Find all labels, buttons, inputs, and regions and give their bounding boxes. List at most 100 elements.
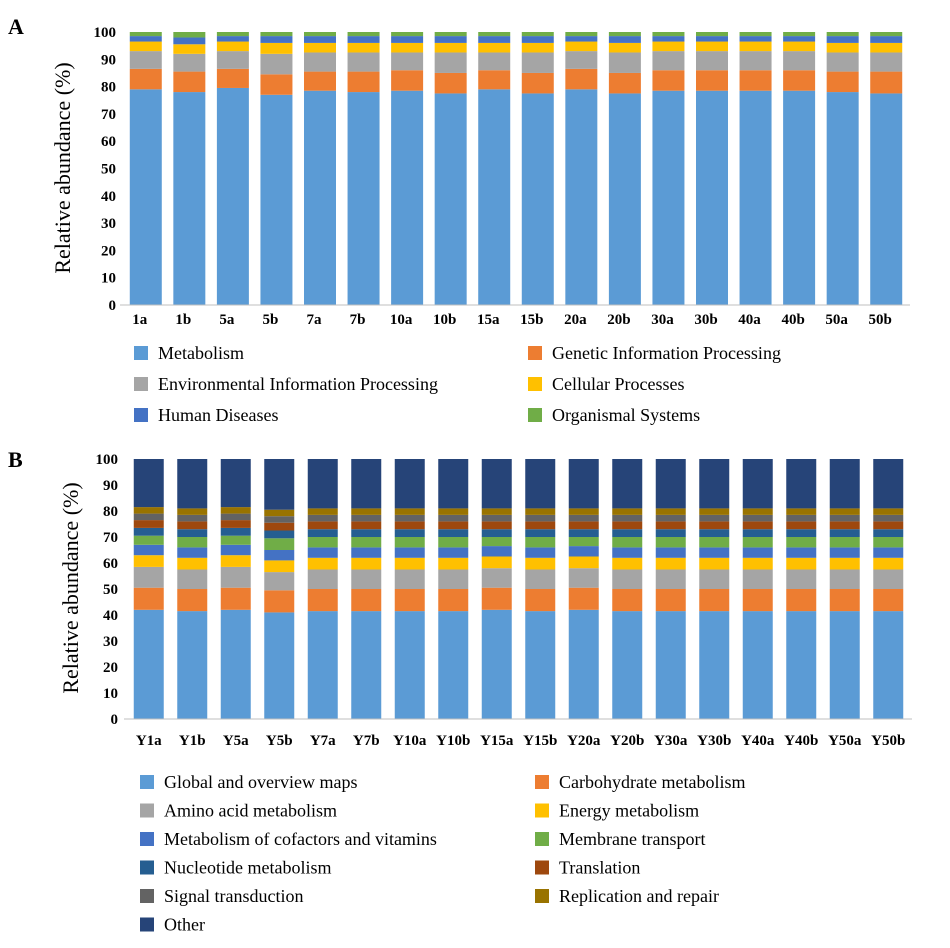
bar-segment-y1b-translation bbox=[177, 521, 208, 530]
bar-segment-10b-human-diseases bbox=[434, 36, 467, 43]
bar-segment-y5b-other bbox=[264, 459, 295, 510]
bar-segment-y15a-translation bbox=[481, 521, 512, 530]
bar-segment-y1a-amino-acid-metabolism bbox=[133, 566, 164, 588]
bar-segment-y1b-membrane-transport bbox=[177, 537, 208, 548]
bar-segment-y20a-energy-metabolism bbox=[568, 556, 599, 569]
bar-segment-y7b-global-and-overview-maps bbox=[351, 611, 382, 719]
bar-segment-y50b-amino-acid-metabolism bbox=[873, 569, 904, 589]
bar-segment-y1b-carbohydrate-metabolism bbox=[177, 589, 208, 612]
bar-segment-y30b-metabolism-of-cofactors-and-vitamins bbox=[699, 547, 730, 558]
x-tick-label-10b: 10b bbox=[433, 312, 456, 328]
bar-segment-30a-cellular-processes bbox=[652, 41, 685, 52]
bar-segment-20a-genetic-information-processing bbox=[565, 68, 598, 90]
bar-segment-50b-genetic-information-processing bbox=[870, 71, 903, 94]
bar-segment-10a-human-diseases bbox=[391, 36, 424, 43]
bar-segment-30b-human-diseases bbox=[696, 36, 728, 42]
bar-segment-y10a-membrane-transport bbox=[394, 537, 425, 548]
bar-segment-20a-environmental-information-processing bbox=[565, 51, 598, 69]
bar-segment-15b-genetic-information-processing bbox=[521, 72, 554, 94]
bar-segment-y40a-nucleotide-metabolism bbox=[742, 529, 773, 537]
x-tick-label-50a: 50a bbox=[825, 312, 848, 328]
bar-segment-y5a-metabolism-of-cofactors-and-vitamins bbox=[220, 544, 251, 556]
bar-segment-y5a-membrane-transport bbox=[220, 535, 251, 545]
bar-segment-y10a-carbohydrate-metabolism bbox=[394, 589, 425, 612]
x-tick-label-y10b: Y10b bbox=[436, 733, 470, 749]
bar-segment-1a-genetic-information-processing bbox=[129, 68, 162, 90]
bar-segment-y30a-translation bbox=[655, 521, 686, 530]
bar-segment-y1b-nucleotide-metabolism bbox=[177, 529, 208, 537]
x-tick-label-y1a: Y1a bbox=[136, 733, 162, 749]
bar-segment-y30b-amino-acid-metabolism bbox=[699, 569, 730, 589]
bar-segment-50a-genetic-information-processing bbox=[826, 71, 859, 93]
bar-segment-50a-cellular-processes bbox=[826, 42, 859, 53]
bar-segment-y40a-energy-metabolism bbox=[742, 557, 773, 570]
bar-segment-y10a-amino-acid-metabolism bbox=[394, 569, 425, 589]
bar-segment-y50b-global-and-overview-maps bbox=[873, 611, 904, 719]
bar-segment-y20b-replication-and-repair bbox=[612, 508, 643, 515]
x-tick-label-y7a: Y7a bbox=[310, 733, 336, 749]
bar-segment-y1a-replication-and-repair bbox=[133, 507, 164, 514]
bar-segment-15b-organismal-systems bbox=[521, 32, 554, 37]
bar-segment-y15a-signal-transduction bbox=[481, 514, 512, 522]
bar-segment-y1a-global-and-overview-maps bbox=[133, 609, 164, 719]
legend-label-human-diseases: Human Diseases bbox=[158, 405, 278, 425]
bar-segment-10a-organismal-systems bbox=[391, 32, 424, 37]
bar-segment-y1a-membrane-transport bbox=[133, 535, 164, 545]
legend-label-organismal-systems: Organismal Systems bbox=[552, 405, 700, 425]
x-tick-label-7b: 7b bbox=[350, 312, 366, 328]
bar-segment-y50b-nucleotide-metabolism bbox=[873, 529, 904, 537]
bar-segment-y30a-nucleotide-metabolism bbox=[655, 529, 686, 537]
bar-segment-y10b-signal-transduction bbox=[438, 514, 469, 522]
legend-swatch-metabolism bbox=[134, 346, 148, 360]
bar-segment-y50a-signal-transduction bbox=[829, 514, 860, 522]
bar-segment-50b-organismal-systems bbox=[870, 32, 903, 37]
bar-segment-y15b-metabolism-of-cofactors-and-vitamins bbox=[525, 547, 556, 558]
bar-segment-y20b-energy-metabolism bbox=[612, 557, 643, 570]
y-tick-label: 50 bbox=[101, 162, 116, 178]
bar-segment-y5a-nucleotide-metabolism bbox=[220, 527, 251, 536]
bar-segment-1b-metabolism bbox=[173, 92, 206, 305]
bar-segment-y15a-nucleotide-metabolism bbox=[481, 529, 512, 537]
bar-segment-y7a-amino-acid-metabolism bbox=[307, 569, 338, 589]
bar-segment-40b-human-diseases bbox=[783, 36, 816, 42]
bar-segment-y40a-carbohydrate-metabolism bbox=[742, 589, 773, 612]
x-tick-label-20a: 20a bbox=[564, 312, 587, 328]
bar-segment-15a-human-diseases bbox=[478, 36, 511, 43]
y-tick-label: 90 bbox=[103, 478, 118, 494]
bar-segment-5a-cellular-processes bbox=[216, 41, 249, 52]
bar-segment-1a-cellular-processes bbox=[129, 41, 162, 52]
x-tick-labels-b: Y1a Y1b Y5a Y5b Y7a Y7b Y10a Y10b Y15a Y15b Y20a Y2… bbox=[136, 733, 906, 749]
bar-segment-y30b-energy-metabolism bbox=[699, 557, 730, 570]
bar-segment-y50a-global-and-overview-maps bbox=[829, 611, 860, 719]
bar-segment-y7a-translation bbox=[307, 521, 338, 530]
bar-segment-y5b-translation bbox=[264, 522, 295, 531]
bar-segment-20a-human-diseases bbox=[565, 36, 598, 42]
bar-segment-y20a-other bbox=[568, 459, 599, 509]
bar-segment-1b-genetic-information-processing bbox=[173, 71, 206, 93]
bar-segment-10b-organismal-systems bbox=[434, 32, 467, 37]
x-tick-label-y5a: Y5a bbox=[223, 733, 249, 749]
legend-label-genetic-information-processing: Genetic Information Processing bbox=[552, 343, 781, 363]
bar-segment-y40b-replication-and-repair bbox=[786, 508, 817, 515]
bar-segment-y1b-global-and-overview-maps bbox=[177, 611, 208, 719]
y-tick-label: 60 bbox=[101, 134, 116, 150]
bar-segment-y15b-membrane-transport bbox=[525, 537, 556, 548]
bar-segment-40a-genetic-information-processing bbox=[739, 70, 772, 91]
legend-swatch-organismal-systems bbox=[528, 408, 542, 422]
bar-segment-y5b-replication-and-repair bbox=[264, 509, 295, 517]
bar-segment-y40b-global-and-overview-maps bbox=[786, 611, 817, 719]
bar-segment-y15b-translation bbox=[525, 521, 556, 530]
bar-segment-15b-environmental-information-processing bbox=[521, 52, 554, 73]
bar-segment-7b-organismal-systems bbox=[347, 32, 380, 37]
bar-segment-y5a-replication-and-repair bbox=[220, 507, 251, 514]
bar-segment-1a-environmental-information-processing bbox=[129, 51, 162, 69]
y-tick-label: 70 bbox=[101, 107, 116, 123]
bar-segment-y10a-replication-and-repair bbox=[394, 508, 425, 515]
bar-segment-50b-environmental-information-processing bbox=[870, 52, 903, 72]
bar-segment-y7a-other bbox=[307, 459, 338, 509]
bar-segment-y7b-replication-and-repair bbox=[351, 508, 382, 515]
bar-segment-15a-organismal-systems bbox=[478, 32, 511, 37]
bar-segment-20a-cellular-processes bbox=[565, 41, 598, 52]
bar-segment-5a-organismal-systems bbox=[216, 32, 249, 37]
bar-segment-y5a-translation bbox=[220, 520, 251, 528]
